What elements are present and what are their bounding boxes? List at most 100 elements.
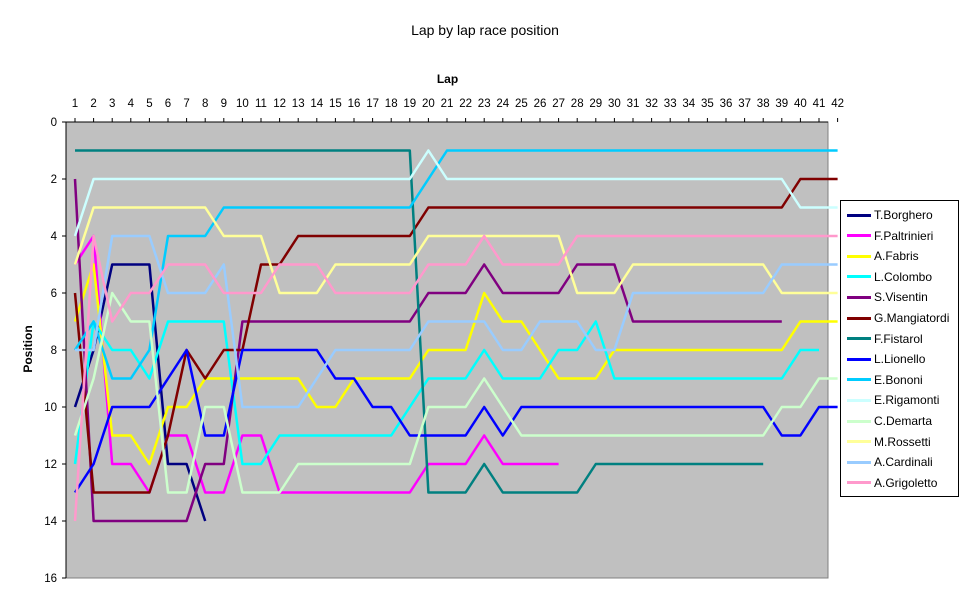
x-tick-label: 22 xyxy=(459,98,472,110)
legend-label: T.Borghero xyxy=(874,208,933,222)
series-line-s-visentin xyxy=(73,178,782,523)
legend-swatch xyxy=(847,440,871,444)
legend-item: C.Demarta xyxy=(847,411,957,431)
x-tick-label: 34 xyxy=(682,98,695,110)
series-line-e-bononi xyxy=(73,149,838,380)
chart-title: Lap by lap race position xyxy=(411,22,559,38)
legend-label: A.Fabris xyxy=(874,249,919,264)
x-tick-label: 25 xyxy=(515,98,528,110)
legend-label: F.Paltrinieri xyxy=(874,228,934,243)
x-tick-label: 21 xyxy=(441,98,454,110)
y-tick-label: 10 xyxy=(44,402,57,414)
legend-label: M.Rossetti xyxy=(874,434,931,449)
legend-item: A.Grigoletto xyxy=(847,473,957,493)
x-tick-label: 33 xyxy=(664,98,677,110)
y-tick-label: 0 xyxy=(51,117,57,129)
x-tick-label: 11 xyxy=(255,98,267,110)
x-tick-label: 36 xyxy=(720,98,733,110)
legend-item: A.Cardinali xyxy=(847,452,957,472)
legend-item: S.Visentin xyxy=(847,287,957,307)
x-tick-label: 20 xyxy=(422,98,435,110)
legend-label: E.Bononi xyxy=(874,372,923,387)
legend-item: M.Rossetti xyxy=(847,432,957,452)
legend-swatch xyxy=(847,419,871,423)
legend-item: E.Rigamonti xyxy=(847,390,957,410)
legend-item: A.Fabris xyxy=(847,246,957,266)
x-axis-title: Lap xyxy=(436,72,459,86)
legend-label: L.Colombo xyxy=(874,269,933,284)
y-tick-label: 4 xyxy=(51,231,58,243)
axes: 1 2 3 4 5 6 7 8 9 10 11 12 13 14 15 16 17 18 19 20 21 22 23 24 2… xyxy=(44,98,844,585)
series-line-e-rigamonti xyxy=(73,149,838,237)
legend-swatch xyxy=(847,295,871,299)
series-line-m-rossetti xyxy=(73,206,838,295)
legend-label: C.Demarta xyxy=(874,414,933,428)
legend-swatch xyxy=(847,234,871,238)
x-tick-label: 1 xyxy=(72,98,78,110)
x-tick-label: 14 xyxy=(310,98,323,110)
x-tick-label: 8 xyxy=(202,98,208,110)
legend-swatch xyxy=(847,254,871,258)
legend-label: E.Rigamonti xyxy=(874,393,940,408)
legend-swatch xyxy=(847,337,871,341)
x-tick-label: 5 xyxy=(146,98,152,110)
x-tick-label: 23 xyxy=(478,98,491,110)
x-tick-label: 17 xyxy=(366,98,379,110)
x-tick-label: 26 xyxy=(534,98,547,110)
legend-label: L.Lionello xyxy=(874,352,926,367)
series-lines xyxy=(73,149,838,523)
series-line-a-grigoletto xyxy=(73,234,838,522)
x-tick-label: 39 xyxy=(775,98,788,110)
series-line-l-colombo xyxy=(73,320,819,466)
legend-item: T.Borghero xyxy=(847,205,957,225)
x-tick-label: 9 xyxy=(221,98,227,110)
x-tick-label: 6 xyxy=(165,98,171,110)
x-tick-label: 10 xyxy=(236,98,249,110)
legend-item: F.Paltrinieri xyxy=(847,226,957,246)
legend-item: L.Colombo xyxy=(847,267,957,287)
x-tick-label: 40 xyxy=(794,98,807,110)
x-tick-label: 15 xyxy=(329,98,342,110)
legend-swatch xyxy=(847,357,871,361)
x-tick-label: 30 xyxy=(608,98,621,110)
legend-label: F.Fistarol xyxy=(874,331,923,346)
legend-swatch xyxy=(847,481,871,485)
legend-swatch xyxy=(847,378,871,382)
legend-label: A.Grigoletto xyxy=(874,475,938,490)
legend-label: S.Visentin xyxy=(874,290,928,305)
series-line-c-demarta xyxy=(73,291,838,494)
x-tick-label: 31 xyxy=(627,98,640,110)
legend-item: L.Lionello xyxy=(847,349,957,369)
y-tick-label: 8 xyxy=(51,345,57,357)
x-tick-label: 2 xyxy=(90,98,96,110)
y-tick-label: 6 xyxy=(51,288,57,300)
x-tick-label: 19 xyxy=(403,98,416,110)
legend: T.Borghero F.Paltrinieri A.Fabris L.Colombo… xyxy=(840,200,959,497)
x-tick-label: 12 xyxy=(273,98,286,110)
x-tick-label: 13 xyxy=(292,98,305,110)
x-tick-label: 32 xyxy=(645,98,658,110)
x-tick-label: 4 xyxy=(128,98,135,110)
x-tick-label: 41 xyxy=(813,98,826,110)
legend-item: G.Mangiatordi xyxy=(847,308,957,328)
y-tick-label: 12 xyxy=(44,459,57,471)
series-line-g-mangiatordi xyxy=(73,177,838,494)
legend-swatch xyxy=(847,398,871,402)
series-line-f-fistarol xyxy=(75,149,764,494)
x-tick-label: 29 xyxy=(589,98,602,110)
series-line-a-cardinali xyxy=(75,234,838,409)
x-tick-label: 35 xyxy=(701,98,714,110)
legend-item: E.Bononi xyxy=(847,370,957,390)
x-tick-label: 28 xyxy=(571,98,584,110)
x-tick-label: 3 xyxy=(109,98,115,110)
y-tick-label: 2 xyxy=(51,174,57,186)
x-tick-label: 42 xyxy=(831,98,844,110)
legend-swatch xyxy=(847,460,871,464)
legend-label: A.Cardinali xyxy=(874,455,933,470)
x-tick-label: 37 xyxy=(738,98,751,110)
legend-swatch xyxy=(847,213,871,217)
x-tick-label: 24 xyxy=(496,98,509,110)
legend-item: F.Fistarol xyxy=(847,329,957,349)
y-tick-label: 16 xyxy=(44,573,57,585)
